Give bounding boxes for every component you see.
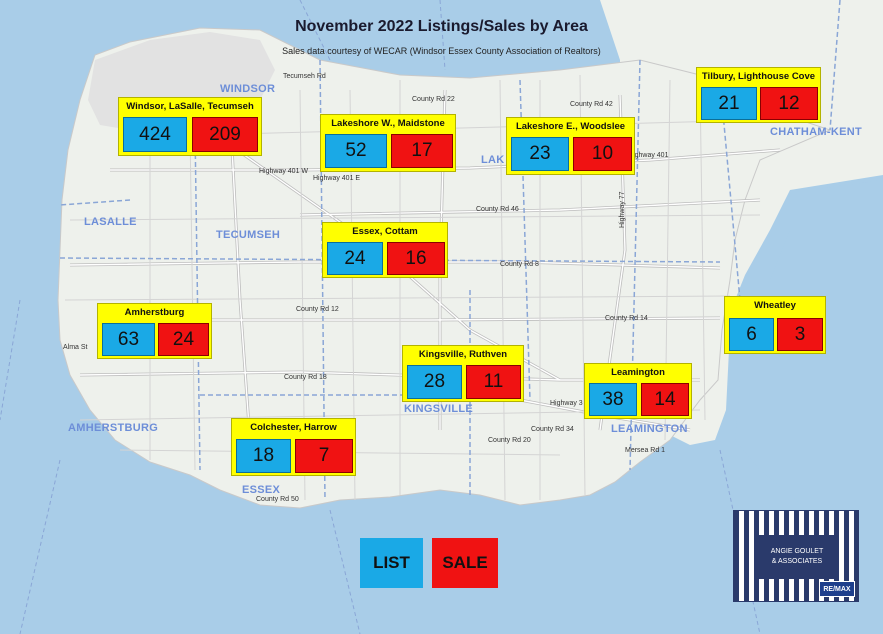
road-label-highway-77: Highway 77	[619, 191, 626, 228]
map-title: November 2022 Listings/Sales by Area	[295, 18, 588, 35]
map-label-tecumseh: TECUMSEH	[216, 229, 281, 241]
road-label-county-rd-22: County Rd 22	[412, 96, 455, 103]
list-count: 18	[236, 439, 291, 473]
list-count: 38	[589, 383, 637, 416]
sale-count: 7	[295, 439, 353, 473]
area-box-wheatley: Wheatley 6 3	[724, 296, 826, 354]
sale-count: 10	[573, 137, 632, 171]
road-label-highway-401-e: Highway 401 E	[313, 175, 361, 182]
area-box-lakeshore-e-woodslee: Lakeshore E., Woodslee 23 10	[506, 117, 635, 175]
area-box-tilbury-lighthouse-cove: Tilbury, Lighthouse Cove 21 12	[696, 67, 821, 123]
logo-plate: ANGIE GOULET & ASSOCIATES	[756, 535, 838, 579]
sale-count: 3	[777, 318, 823, 351]
sale-count: 12	[760, 87, 818, 120]
sale-count: 24	[158, 323, 209, 356]
remax-badge: RE/MAX	[819, 581, 855, 597]
map-label-leamington: LEAMINGTON	[611, 423, 688, 435]
legend-list: LIST	[360, 538, 423, 588]
area-name: Kingsville, Ruthven	[418, 349, 508, 360]
sale-count: 11	[466, 365, 521, 399]
list-count: 28	[407, 365, 462, 399]
list-count: 24	[327, 242, 383, 275]
map-label-windsor: WINDSOR	[220, 83, 276, 95]
road-label-county-rd-34: County Rd 34	[531, 426, 574, 433]
logo-line-1: ANGIE GOULET	[770, 548, 824, 555]
list-count: 23	[511, 137, 569, 171]
area-box-colchester-harrow: Colchester, Harrow 18 7	[231, 418, 356, 476]
area-box-windsor-lasalle-tecumseh: Windsor, LaSalle, Tecumseh 424 209	[118, 97, 262, 156]
map-label-chatham-kent: CHATHAM-KENT	[770, 126, 862, 138]
road-label-tecumseh-rd: Tecumseh Rd	[283, 73, 326, 80]
road-label-county-rd-14: County Rd 14	[605, 315, 648, 322]
area-name: Wheatley	[754, 300, 796, 311]
area-name: Colchester, Harrow	[250, 422, 337, 433]
area-name: Essex, Cottam	[352, 226, 418, 237]
road-label-alma-st: Alma St	[63, 344, 88, 351]
area-name: Amherstburg	[124, 307, 185, 318]
road-label-highway-401-w: Highway 401 W	[259, 168, 309, 175]
list-count: 63	[102, 323, 155, 356]
sale-count: 209	[192, 117, 258, 152]
area-box-essex-cottam: Essex, Cottam 24 16	[322, 222, 448, 278]
area-name: Windsor, LaSalle, Tecumseh	[126, 101, 254, 112]
list-count: 52	[325, 134, 387, 168]
map-label-essex: ESSEX	[242, 484, 281, 496]
map-label-kingsville: KINGSVILLE	[404, 403, 474, 415]
list-count: 21	[701, 87, 757, 120]
legend-sale: SALE	[432, 538, 498, 588]
area-name: Lakeshore W., Maidstone	[331, 118, 445, 129]
road-label-county-rd-42: County Rd 42	[570, 101, 613, 108]
area-name: Lakeshore E., Woodslee	[515, 121, 626, 132]
logo-line-2: & ASSOCIATES	[771, 558, 823, 565]
map-label-amherstburg: AMHERSTBURG	[68, 422, 159, 434]
brokerage-logo: ANGIE GOULET & ASSOCIATES RE/MAX	[733, 510, 859, 602]
list-count: 6	[729, 318, 774, 351]
map-label-lakeshore: LAK	[481, 154, 505, 166]
area-name: Leamington	[611, 367, 665, 378]
road-label-county-rd-12: County Rd 12	[296, 306, 339, 313]
sale-count: 17	[391, 134, 453, 168]
road-label-county-rd-8: County Rd 8	[500, 261, 539, 268]
road-label-county-rd-46: County Rd 46	[476, 206, 519, 213]
map-subtitle: Sales data courtesy of WECAR (Windsor Es…	[282, 46, 601, 56]
area-name: Tilbury, Lighthouse Cove	[701, 71, 816, 82]
sale-count: 14	[641, 383, 689, 416]
list-count: 424	[123, 117, 187, 152]
area-box-leamington: Leamington 38 14	[584, 363, 692, 419]
road-label-mersea-rd-1: Mersea Rd 1	[625, 447, 666, 454]
road-label-highway-3: Highway 3	[550, 400, 583, 407]
road-label-county-rd-20: County Rd 20	[488, 437, 531, 444]
area-box-lakeshore-w-maidstone: Lakeshore W., Maidstone 52 17	[320, 114, 456, 172]
road-label-highway-401: Highway 401	[628, 152, 669, 159]
road-label-county-rd-18: County Rd 18	[284, 374, 327, 381]
area-box-amherstburg: Amherstburg 63 24	[97, 303, 212, 359]
road-label-county-rd-50: County Rd 50	[256, 496, 299, 503]
area-box-kingsville-ruthven: Kingsville, Ruthven 28 11	[402, 345, 524, 402]
map-label-lasalle: LASALLE	[84, 216, 137, 228]
sale-count: 16	[387, 242, 445, 275]
